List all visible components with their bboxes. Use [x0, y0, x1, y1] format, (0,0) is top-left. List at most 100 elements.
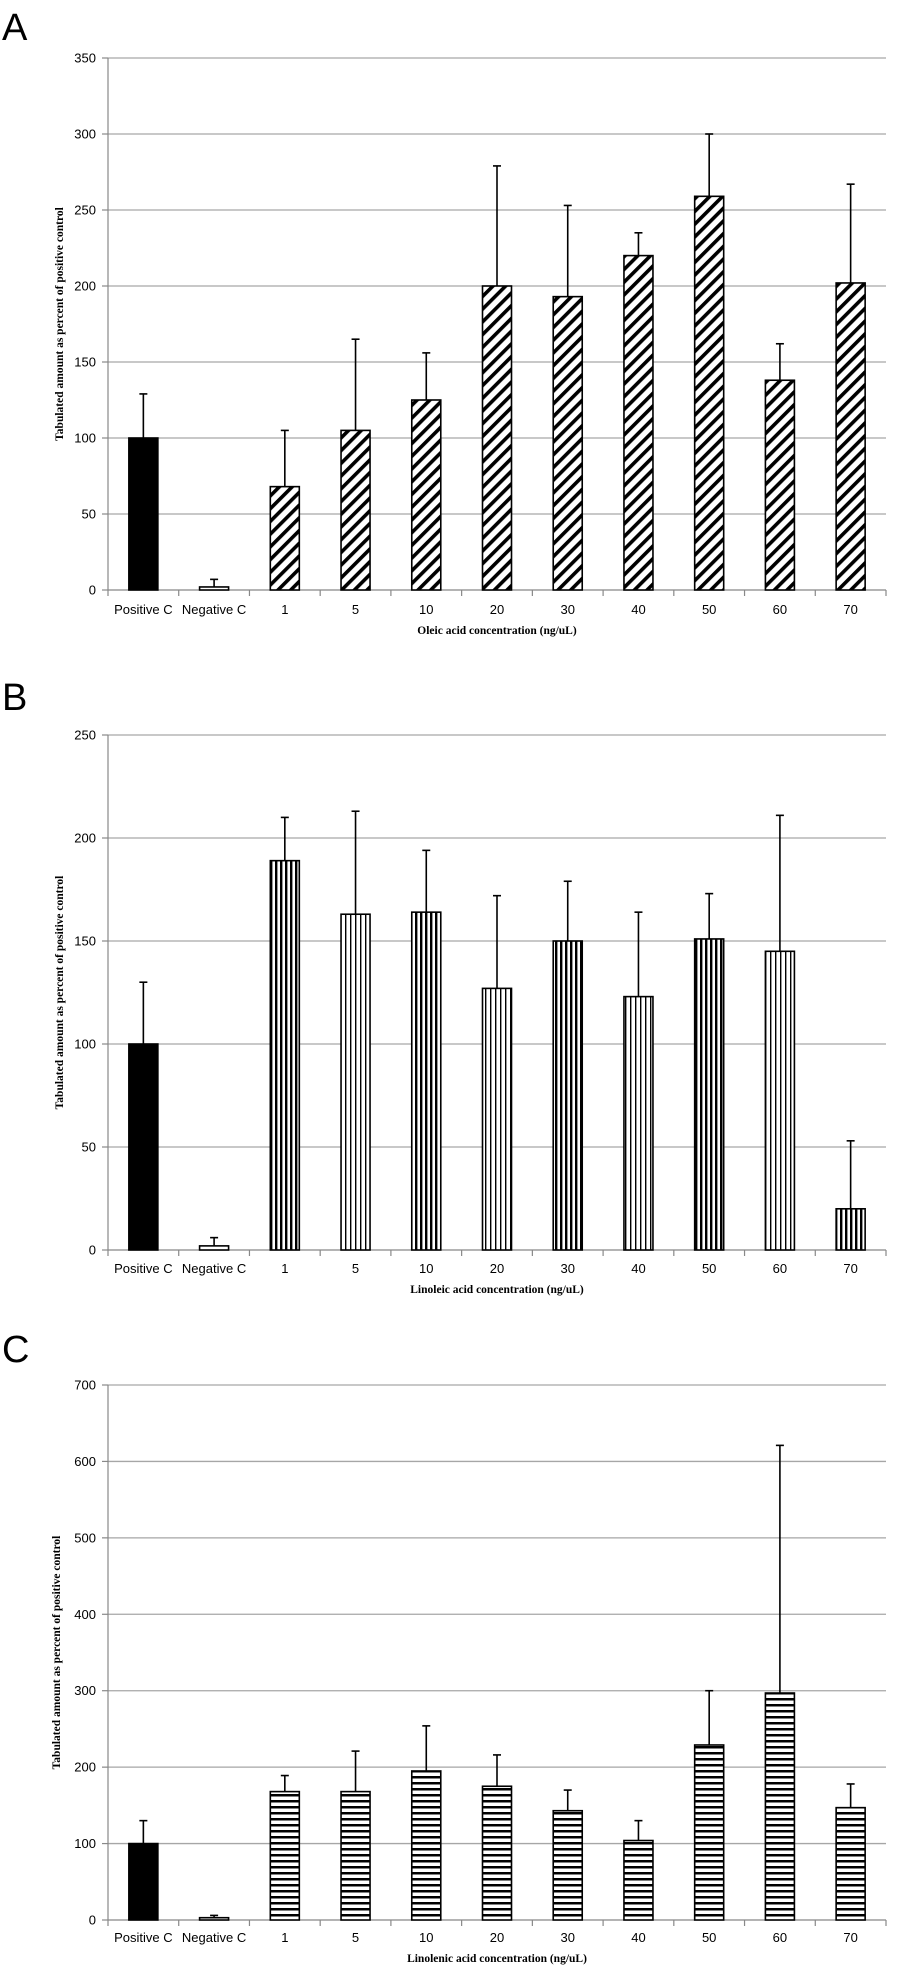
y-tick-label: 500 — [74, 1530, 96, 1545]
bar-30 — [552, 940, 584, 1251]
bar-60 — [764, 950, 796, 1251]
y-tick-label: 700 — [74, 1378, 96, 1393]
x-tick-label: 60 — [773, 602, 787, 617]
x-tick-label: 50 — [702, 602, 716, 617]
y-axis-title: Tabulated amount as percent of positive … — [54, 876, 66, 1110]
x-tick-label: 20 — [490, 602, 504, 617]
bar-60 — [764, 1692, 796, 1921]
x-axis-title: Oleic acid concentration (ng/uL) — [417, 625, 577, 637]
y-tick-label: 150 — [74, 355, 96, 370]
y-tick-label: 200 — [74, 279, 96, 294]
y-tick-label: 0 — [89, 1913, 96, 1928]
bar-70 — [835, 282, 866, 591]
bar-positive-c — [128, 437, 159, 591]
x-tick-label: Positive C — [114, 1930, 173, 1945]
panel-label: B — [2, 677, 27, 719]
x-tick-label: 40 — [631, 602, 645, 617]
x-tick-label: Negative C — [182, 1930, 246, 1945]
x-tick-label: 70 — [843, 1261, 857, 1276]
y-axis-title: Tabulated amount as percent of positive … — [54, 207, 66, 441]
x-tick-label: 70 — [843, 602, 857, 617]
x-tick-label: Negative C — [182, 1261, 246, 1276]
x-tick-label: Negative C — [182, 602, 246, 617]
panel-label: C — [2, 1329, 29, 1371]
y-tick-label: 350 — [74, 51, 96, 66]
x-tick-label: 1 — [281, 602, 288, 617]
x-tick-label: 10 — [419, 1261, 433, 1276]
bar-70 — [835, 1806, 866, 1921]
bar-50 — [693, 938, 725, 1251]
y-tick-label: 100 — [74, 1037, 96, 1052]
y-tick-label: 250 — [74, 203, 96, 218]
x-tick-label: 1 — [281, 1261, 288, 1276]
chart-panel-b: B 0 50 100 150 200 250 Positive C Negative C 1 5 10… — [2, 677, 887, 1296]
bar-20 — [481, 987, 513, 1251]
x-tick-label: 70 — [843, 1930, 857, 1945]
bar-negative-c — [198, 586, 230, 591]
bar-positive-c — [128, 1842, 159, 1921]
bar-1 — [269, 1790, 301, 1921]
bar-5 — [340, 1790, 371, 1921]
bar-5 — [340, 429, 371, 591]
x-tick-label: 20 — [490, 1261, 504, 1276]
y-tick-label: 150 — [74, 934, 96, 949]
x-tick-label: 50 — [702, 1930, 716, 1945]
bar-10 — [410, 399, 442, 591]
x-tick-label: Positive C — [114, 602, 173, 617]
y-tick-label: 0 — [89, 1243, 96, 1258]
x-tick-label: 60 — [773, 1261, 787, 1276]
bar-negative-c — [198, 1916, 230, 1921]
x-tick-label: 10 — [419, 602, 433, 617]
x-tick-label: 60 — [773, 1930, 787, 1945]
bar-positive-c — [128, 1043, 159, 1251]
bar-40 — [623, 1839, 654, 1921]
x-tick-label: 30 — [560, 602, 574, 617]
x-tick-label: 40 — [631, 1261, 645, 1276]
bar-70 — [835, 1208, 866, 1251]
y-tick-label: 100 — [74, 431, 96, 446]
bar-30 — [552, 1809, 584, 1921]
y-tick-label: 400 — [74, 1607, 96, 1622]
y-axis-title: Tabulated amount as percent of positive … — [51, 1536, 63, 1770]
x-tick-label: 30 — [560, 1930, 574, 1945]
bar-5 — [340, 913, 371, 1251]
x-tick-label: 50 — [702, 1261, 716, 1276]
x-tick-label: 40 — [631, 1930, 645, 1945]
y-tick-label: 100 — [74, 1836, 96, 1851]
bar-60 — [764, 379, 796, 591]
y-tick-label: 200 — [74, 831, 96, 846]
y-tick-label: 250 — [74, 728, 96, 743]
y-tick-label: 200 — [74, 1760, 96, 1775]
x-tick-label: 5 — [352, 1261, 359, 1276]
x-tick-label: 30 — [560, 1261, 574, 1276]
x-tick-label: 5 — [352, 1930, 359, 1945]
x-tick-label: 10 — [419, 1930, 433, 1945]
bar-40 — [623, 254, 654, 591]
bar-20 — [481, 1785, 513, 1921]
bar-40 — [623, 995, 654, 1251]
bar-10 — [410, 1770, 442, 1921]
bar-20 — [481, 285, 513, 591]
y-tick-label: 300 — [74, 1683, 96, 1698]
bar-50 — [693, 1744, 725, 1921]
y-tick-label: 300 — [74, 127, 96, 142]
panel-label: A — [2, 7, 28, 49]
chart-panel-c: C 0 100 200 300 400 500 600 700 Positive C Negativ… — [2, 1329, 887, 1965]
bar-1 — [269, 485, 301, 591]
x-tick-label: 5 — [352, 602, 359, 617]
x-axis-title: Linoleic acid concentration (ng/uL) — [410, 1284, 584, 1296]
bar-10 — [410, 911, 442, 1251]
bar-50 — [693, 195, 725, 591]
y-tick-label: 600 — [74, 1454, 96, 1469]
bar-30 — [552, 295, 584, 591]
x-axis-title: Linolenic acid concentration (ng/uL) — [407, 1953, 587, 1965]
y-tick-label: 50 — [82, 507, 96, 522]
y-tick-label: 0 — [89, 583, 96, 598]
bar-1 — [269, 859, 301, 1251]
x-tick-label: 20 — [490, 1930, 504, 1945]
x-tick-label: Positive C — [114, 1261, 173, 1276]
bar-negative-c — [198, 1245, 230, 1251]
y-tick-label: 50 — [82, 1140, 96, 1155]
